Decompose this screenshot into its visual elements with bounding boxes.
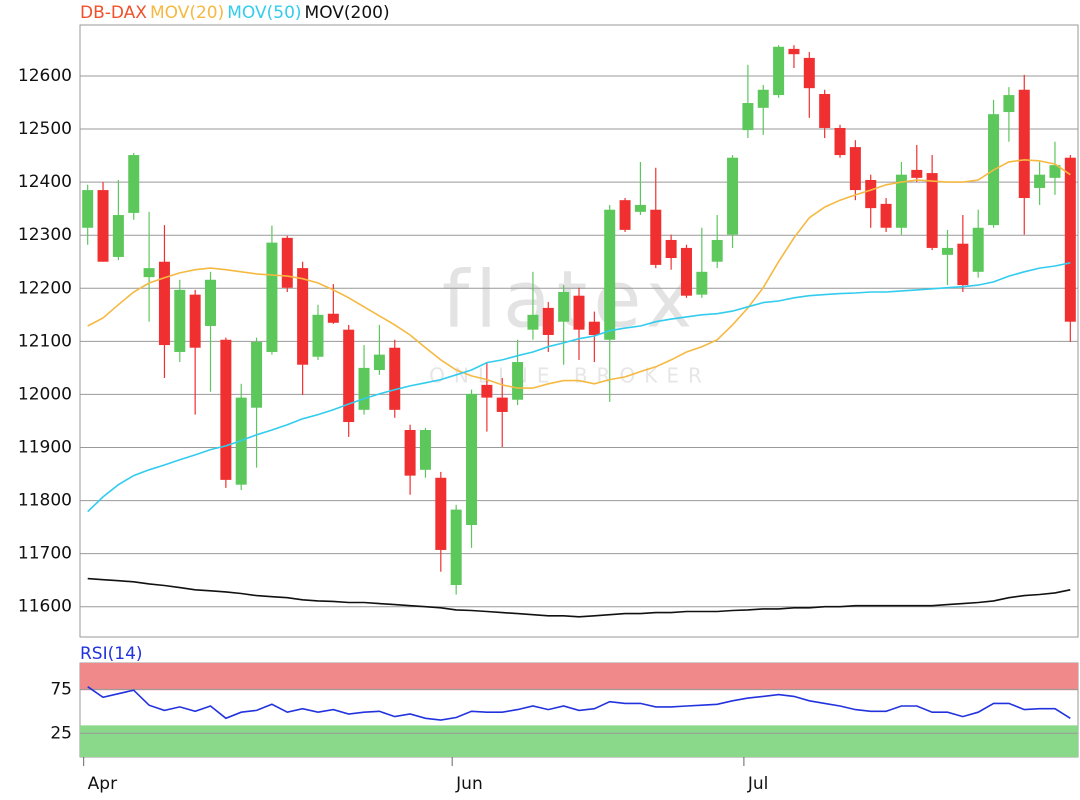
- candle-body: [251, 341, 263, 408]
- candle-body: [435, 477, 447, 550]
- candle-body: [1003, 95, 1015, 113]
- candle-body: [143, 268, 155, 278]
- candle-body: [450, 509, 462, 585]
- candle-body: [343, 329, 355, 423]
- candle-body: [466, 393, 478, 526]
- candle-body: [911, 169, 923, 178]
- candle-body: [604, 209, 616, 340]
- candle-body: [496, 397, 508, 412]
- candle-body: [97, 190, 109, 262]
- candle-body: [834, 127, 846, 156]
- candle-body: [665, 239, 677, 259]
- candle-body: [558, 291, 570, 322]
- y-tick-label: 11900: [18, 438, 72, 458]
- candle-body: [189, 294, 201, 348]
- line: [87, 686, 1071, 721]
- candle-body: [972, 227, 984, 272]
- x-tick-label: Jul: [747, 774, 769, 794]
- x-tick-label: Apr: [88, 774, 117, 794]
- y-tick-label: 11800: [18, 491, 72, 511]
- watermark-tagline: ONLINE BROKER: [429, 364, 711, 388]
- candle-body: [158, 261, 170, 346]
- candle-body: [711, 239, 723, 262]
- legend-entry: RSI(14): [80, 644, 143, 664]
- candle-body: [373, 354, 385, 371]
- candle-body: [82, 190, 94, 228]
- candle-body: [619, 200, 631, 230]
- band: [80, 725, 1078, 757]
- candle-body: [957, 243, 969, 286]
- candle-body: [281, 237, 293, 288]
- y-tick-label: 25: [50, 723, 72, 743]
- candle-body: [819, 94, 831, 128]
- y-tick-label: 12600: [18, 66, 72, 86]
- line: [87, 158, 1071, 389]
- candle-body: [404, 429, 416, 476]
- line: [87, 577, 1071, 618]
- band: [80, 663, 1078, 691]
- candle-body: [481, 384, 493, 398]
- candle-body: [128, 155, 140, 213]
- candle-body: [205, 279, 217, 326]
- y-tick-label: 75: [50, 679, 72, 699]
- candle-body: [1018, 89, 1030, 199]
- candle-body: [742, 103, 754, 131]
- candle-body: [941, 247, 953, 255]
- candle-body: [419, 429, 431, 470]
- candle-body: [803, 57, 815, 89]
- candle-body: [865, 179, 877, 209]
- candle-body: [389, 347, 401, 410]
- candle-body: [895, 174, 907, 228]
- y-tick-label: 12400: [18, 172, 72, 192]
- candle-body: [926, 173, 938, 248]
- candle-body: [1049, 165, 1061, 178]
- candle-body: [174, 289, 186, 352]
- candle-body: [220, 339, 232, 480]
- watermark-logo: flatex: [442, 255, 698, 345]
- candle-body: [512, 362, 524, 400]
- candle-body: [112, 215, 124, 257]
- legend-entry: MOV(20): [150, 3, 224, 23]
- candle-body: [358, 367, 370, 410]
- candle-body: [312, 314, 324, 357]
- candle-body: [588, 321, 600, 335]
- legend-entry: DB-DAX: [80, 3, 147, 23]
- candle-body: [527, 314, 539, 330]
- candle-body: [773, 46, 785, 96]
- legend-entry: MOV(50): [227, 3, 301, 23]
- candle-body: [542, 307, 554, 335]
- candle-body: [696, 271, 708, 295]
- y-tick-label: 12100: [18, 331, 72, 351]
- candle-body: [849, 147, 861, 191]
- candle-body: [757, 89, 769, 108]
- candle-body: [880, 203, 892, 228]
- candle-body: [297, 268, 309, 365]
- candle-body: [680, 247, 692, 296]
- candle-body: [1064, 157, 1076, 322]
- candle-body: [634, 204, 646, 212]
- y-tick-label: 11700: [18, 544, 72, 564]
- candle-body: [727, 157, 739, 235]
- y-tick-label: 12000: [18, 384, 72, 404]
- candle-body: [1034, 174, 1046, 188]
- y-tick-label: 12300: [18, 225, 72, 245]
- x-tick-label: Jun: [455, 774, 483, 794]
- candle-body: [266, 242, 278, 352]
- y-tick-label: 11600: [18, 597, 72, 617]
- legend-entry: MOV(200): [305, 3, 390, 23]
- line: [87, 262, 1071, 513]
- candle-body: [327, 313, 339, 323]
- candle-body: [650, 209, 662, 265]
- y-tick-label: 12200: [18, 278, 72, 298]
- candle-body: [788, 48, 800, 55]
- y-tick-label: 12500: [18, 119, 72, 139]
- candle-body: [573, 295, 585, 330]
